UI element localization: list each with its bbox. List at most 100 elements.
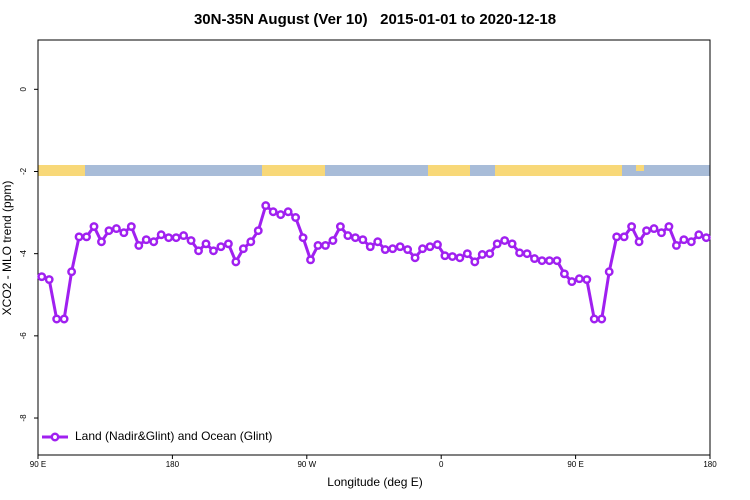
- land-ocean-strip: [38, 165, 710, 176]
- plot-frame: [37, 39, 711, 456]
- data-point: [410, 253, 420, 263]
- data-point: [238, 244, 248, 254]
- data-point: [291, 213, 301, 222]
- data-point: [470, 257, 480, 267]
- data-point: [89, 222, 99, 231]
- data-point: [418, 244, 427, 254]
- data-point: [552, 256, 562, 266]
- data-point: [627, 222, 637, 231]
- data-point: [253, 226, 263, 236]
- data-point: [186, 236, 196, 245]
- data-point: [126, 222, 136, 231]
- data-point: [589, 314, 599, 324]
- data-point: [141, 235, 151, 245]
- land-strip: [428, 165, 470, 176]
- data-point: [694, 230, 704, 240]
- data-point: [111, 224, 121, 234]
- y-tick-label: -8: [19, 414, 28, 422]
- data-point: [455, 253, 465, 263]
- data-point: [649, 224, 659, 234]
- data-point: [134, 240, 144, 250]
- y-tick-label: -6: [19, 332, 28, 340]
- data-point: [179, 231, 189, 241]
- data-point: [679, 235, 689, 245]
- data-point: [67, 267, 77, 277]
- legend-marker: [50, 432, 60, 442]
- x-tick-label: 90 W: [297, 460, 316, 469]
- data-point: [82, 232, 91, 242]
- data-point: [216, 242, 226, 252]
- data-point: [104, 226, 114, 236]
- data-point: [335, 222, 345, 231]
- land-strip: [38, 165, 85, 176]
- data-point: [52, 314, 62, 324]
- data-point: [268, 207, 278, 217]
- x-tick-label: 90 E: [30, 460, 46, 469]
- x-tick-label: 0: [439, 460, 444, 469]
- data-point: [358, 235, 368, 245]
- y-tick-label: -2: [19, 167, 28, 175]
- data-point: [559, 269, 569, 279]
- data-point: [149, 237, 159, 247]
- data-point: [171, 233, 181, 243]
- y-axis-label: XCO2 - MLO trend (ppm): [0, 181, 14, 316]
- data-point: [59, 314, 69, 324]
- data-point: [223, 239, 233, 249]
- data-point: [298, 233, 308, 243]
- data-point: [276, 210, 286, 220]
- data-point: [313, 240, 323, 250]
- data-point: [380, 245, 390, 255]
- data-point: [388, 244, 398, 254]
- data-point: [545, 256, 554, 266]
- data-point: [231, 257, 241, 267]
- data-point: [530, 254, 539, 264]
- data-point: [194, 246, 203, 256]
- data-point: [507, 239, 517, 249]
- data-point: [522, 249, 532, 259]
- data-point: [246, 237, 256, 247]
- data-point: [619, 232, 629, 242]
- data-point: [574, 274, 584, 284]
- data-point: [447, 252, 457, 261]
- data-point: [567, 277, 577, 287]
- data-point: [425, 242, 435, 252]
- data-point: [462, 249, 472, 259]
- data-point: [119, 228, 129, 238]
- data-point: [74, 232, 84, 242]
- data-point: [156, 230, 166, 240]
- land-strip: [495, 165, 622, 176]
- data-point: [500, 236, 510, 245]
- data-point: [597, 314, 607, 324]
- x-tick-label: 180: [703, 460, 717, 469]
- data-point: [686, 237, 696, 247]
- data-point: [642, 226, 651, 236]
- data-point: [701, 233, 711, 243]
- data-point: [515, 248, 525, 258]
- data-point: [634, 237, 644, 247]
- data-point: [657, 228, 666, 238]
- y-tick-label: -4: [19, 250, 28, 258]
- x-tick-label: 180: [166, 460, 180, 469]
- data-point: [97, 237, 106, 247]
- data-point: [321, 240, 330, 250]
- y-tick-label: 0: [19, 87, 28, 92]
- land-strip: [636, 165, 644, 171]
- data-point: [201, 239, 211, 249]
- data-point: [440, 251, 450, 261]
- data-point: [261, 201, 271, 211]
- data-point: [44, 275, 54, 284]
- data-point: [664, 222, 674, 231]
- data-point: [604, 267, 614, 277]
- data-point: [283, 207, 293, 217]
- data-point: [537, 256, 547, 266]
- data-point: [373, 237, 383, 247]
- data-point: [328, 236, 338, 245]
- series-line: [41, 202, 707, 321]
- data-point: [164, 233, 174, 243]
- data-point: [403, 245, 413, 255]
- data-point: [477, 250, 487, 259]
- land-strip: [262, 165, 325, 176]
- data-point: [612, 232, 622, 242]
- data-point: [433, 240, 442, 250]
- data-point: [485, 249, 495, 259]
